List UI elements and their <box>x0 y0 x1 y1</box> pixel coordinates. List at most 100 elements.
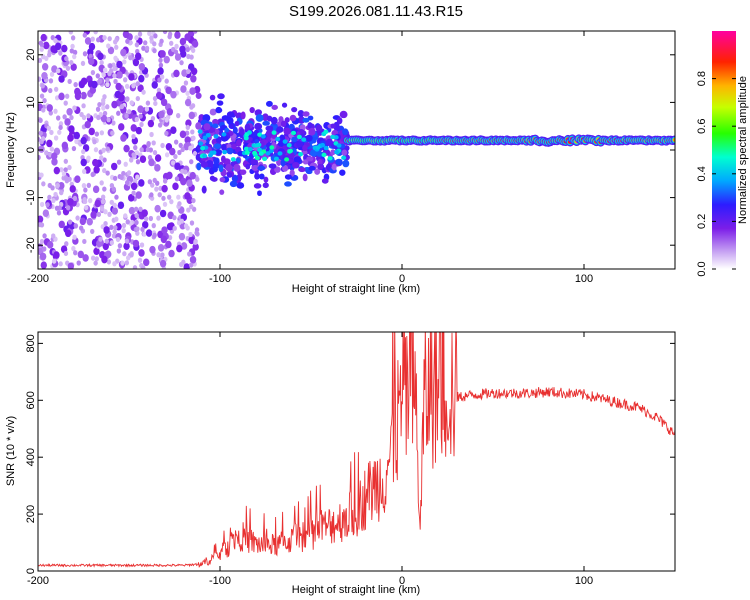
spectrogram-blob-887 <box>116 159 122 165</box>
spectrogram-blob-157 <box>64 241 69 247</box>
spectrogram-blob-405 <box>168 249 175 258</box>
spectrogram-blob-805 <box>72 234 77 240</box>
spectrogram-blob-100 <box>82 238 87 245</box>
spectrogram-blob-182 <box>193 31 198 34</box>
spectrogram-blob-753 <box>186 68 191 75</box>
spectrogram-blob-500 <box>169 40 174 46</box>
spectrogram-blob-266 <box>142 231 147 237</box>
spectrogram-blob-782 <box>101 147 106 153</box>
spectrogram-blob-821 <box>112 261 117 267</box>
spectrogram-blob-398 <box>38 57 43 64</box>
spectrogram-blob-506 <box>135 191 142 199</box>
spectrogram-blob-759 <box>174 176 180 182</box>
spectrogram-blob-91 <box>80 60 86 67</box>
spectrogram-blob-531 <box>160 98 168 107</box>
spectrogram-blob-894 <box>38 40 44 46</box>
spectrogram-blob-6 <box>156 87 162 93</box>
spectrogram-blob-1227 <box>211 123 219 129</box>
spectrogram-blob-606 <box>93 247 100 256</box>
spectrogram-blob-20 <box>80 91 87 100</box>
spectrogram-y-axis-label: Frequency (Hz) <box>5 112 17 188</box>
spectrogram-blob-1418 <box>233 163 241 172</box>
spectrogram-blob-320 <box>45 202 50 208</box>
spectrogram-blob-697 <box>79 217 87 226</box>
spectrogram-blob-1376 <box>296 140 304 148</box>
snr-y-ticks: 0 200 400 600 800 <box>25 334 675 574</box>
spectrogram-blob-565 <box>71 145 77 152</box>
spectrogram-blob-428 <box>112 65 117 72</box>
spectrogram-blob-865 <box>108 63 113 69</box>
spectrogram-blob-1480 <box>287 149 293 154</box>
spectrogram-blob-671 <box>176 244 183 253</box>
spectrogram-blob-1330 <box>212 166 218 173</box>
spectrogram-blob-408 <box>80 158 87 167</box>
spectrogram-blob-1433 <box>230 157 236 162</box>
spectrogram-blob-583 <box>56 68 61 74</box>
spectrogram-blob-1352 <box>302 144 308 152</box>
spectrogram-blob-340 <box>38 117 43 123</box>
spectrogram-blob-1479 <box>243 135 249 141</box>
spectrogram-blob-275 <box>46 139 53 148</box>
spectrogram-blob-1059 <box>226 111 235 118</box>
spectrogram-blob-866 <box>131 190 136 196</box>
spectrogram-blob-704 <box>183 80 189 86</box>
spectrogram-blob-1443 <box>341 155 347 160</box>
spectrogram-blob-842 <box>188 231 193 238</box>
spectrogram-blob-486 <box>137 105 144 113</box>
spectrogram-blob-1482 <box>254 155 260 161</box>
spectrogram-blob-883 <box>174 53 182 61</box>
spectrogram-blob-46 <box>190 129 195 135</box>
spectrogram-blob-588 <box>67 134 74 142</box>
spectrogram-blob-208 <box>68 31 74 35</box>
spectrogram-blob-1177 <box>336 117 343 125</box>
spectrogram-blob-77 <box>69 114 74 121</box>
spectrogram-blob-710 <box>139 147 144 153</box>
spectrogram-blob-81 <box>84 37 92 45</box>
spectrogram-blob-1172 <box>330 149 336 156</box>
spectrogram-blob-1183 <box>236 182 245 189</box>
spectrogram-blob-686 <box>81 183 87 189</box>
spectrogram-blob-748 <box>105 82 110 88</box>
spectrogram-blob-1271 <box>335 158 343 166</box>
spectrogram-blob-1303 <box>302 173 308 182</box>
spectrogram-blob-485 <box>161 184 168 193</box>
spectrogram-blob-1123 <box>212 118 219 125</box>
spectrogram-blob-513 <box>173 153 178 160</box>
spectrogram-x-tick-label-3: 100 <box>575 273 593 285</box>
spectrogram-blob-125 <box>51 158 58 166</box>
spectrogram-blob-681 <box>154 186 159 192</box>
spectrogram-blob-205 <box>149 131 154 138</box>
spectrogram-blob-679 <box>172 182 179 191</box>
spectrogram-blob-507 <box>40 261 47 269</box>
spectrogram-blob-790 <box>58 75 65 83</box>
spectrogram-blob-530 <box>134 35 139 41</box>
spectrogram-blob-14 <box>114 44 119 50</box>
spectrogram-blob-167 <box>101 105 106 111</box>
spectrogram-blob-79 <box>135 159 141 165</box>
spectrogram-blob-550 <box>135 174 140 180</box>
spectrogram-blob-1389 <box>306 156 314 162</box>
spectrogram-blob-709 <box>62 114 67 120</box>
spectrogram-y-tick-label-2: 0 <box>25 147 37 153</box>
spectrogram-blob-519 <box>88 127 95 136</box>
spectrogram-blob-571 <box>106 259 112 265</box>
spectrogram-blob-696 <box>126 255 131 261</box>
spectrogram-background <box>38 31 675 269</box>
spectrogram-y-tick-label-1: -10 <box>25 190 37 206</box>
spectrogram-blob-799 <box>123 144 130 153</box>
spectrogram-blob-1475 <box>275 136 281 142</box>
spectrogram-blob-776 <box>149 35 154 41</box>
spectrogram-blob-713 <box>103 226 110 234</box>
spectrogram-blob-1194 <box>307 122 313 129</box>
spectrogram-blob-825 <box>179 261 184 268</box>
spectrogram-blob-1363 <box>218 164 224 173</box>
spectrogram-blob-1463 <box>246 130 252 135</box>
spectrogram-blob-1179 <box>245 163 251 170</box>
spectrogram-blob-173 <box>164 152 170 158</box>
spectrogram-blob-599 <box>170 126 177 134</box>
spectrogram-blob-604 <box>38 154 41 161</box>
spectrogram-blob-411 <box>145 100 151 106</box>
spectrogram-blob-76 <box>59 167 64 173</box>
spectrogram-blob-1439 <box>243 146 249 152</box>
spectrogram-blob-463 <box>169 147 176 156</box>
